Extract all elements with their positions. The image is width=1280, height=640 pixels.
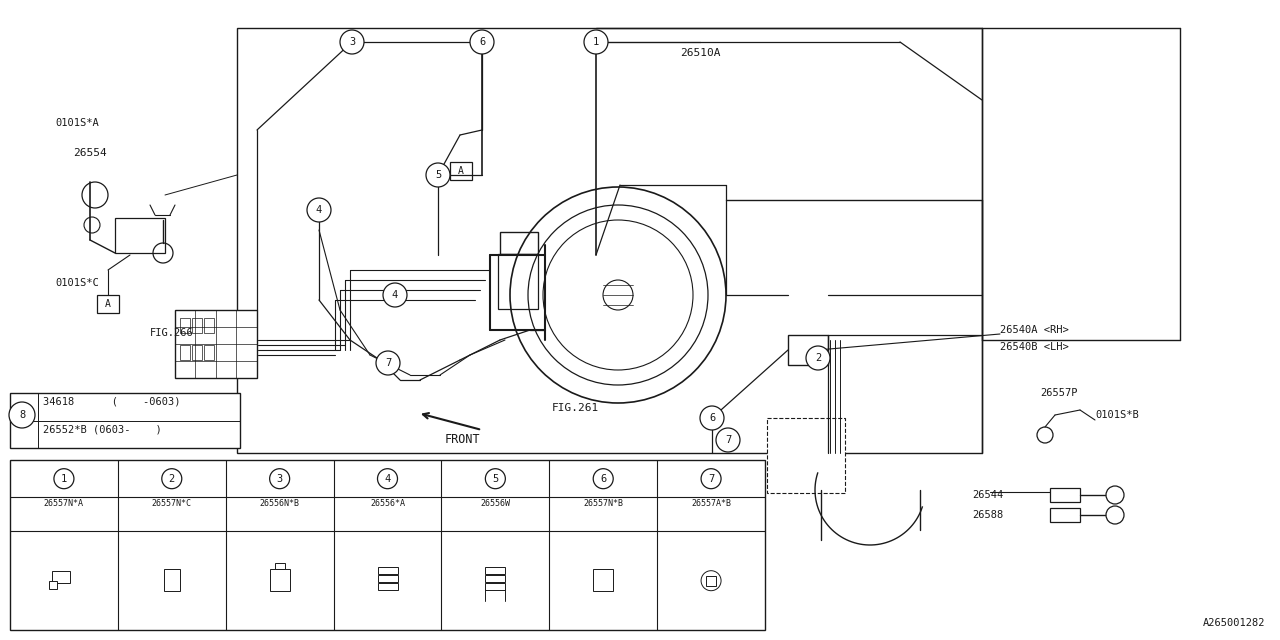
Bar: [204, 345, 214, 360]
Bar: [485, 566, 506, 573]
Text: 5: 5: [435, 170, 442, 180]
Text: A: A: [458, 166, 463, 176]
Circle shape: [584, 30, 608, 54]
Bar: [275, 563, 284, 569]
Text: 6: 6: [600, 474, 607, 484]
Text: 0101S*C: 0101S*C: [55, 278, 99, 288]
Text: 26557N*C: 26557N*C: [152, 499, 192, 508]
Text: 26554: 26554: [73, 148, 106, 158]
Text: 26588: 26588: [972, 510, 1004, 520]
Circle shape: [54, 468, 74, 489]
Text: 7: 7: [724, 435, 731, 445]
Circle shape: [426, 163, 451, 187]
Circle shape: [376, 351, 399, 375]
Text: 6: 6: [709, 413, 716, 423]
Text: 1: 1: [593, 37, 599, 47]
Bar: [204, 318, 214, 333]
Text: FIG.261: FIG.261: [552, 403, 599, 413]
Text: 26540B <LH>: 26540B <LH>: [1000, 342, 1069, 352]
Text: 26540A <RH>: 26540A <RH>: [1000, 325, 1069, 335]
Text: 3: 3: [276, 474, 283, 484]
Text: 26557N*A: 26557N*A: [44, 499, 84, 508]
Circle shape: [383, 283, 407, 307]
Text: FIG.266: FIG.266: [150, 328, 193, 338]
Text: A265001282: A265001282: [1202, 618, 1265, 628]
Text: 26556N*B: 26556N*B: [260, 499, 300, 508]
Bar: [485, 582, 506, 589]
Bar: [192, 345, 202, 360]
Bar: [498, 254, 538, 309]
Bar: [10, 393, 241, 448]
Bar: [180, 345, 189, 360]
Text: 4: 4: [316, 205, 323, 215]
Text: 26557N*B: 26557N*B: [584, 499, 623, 508]
Bar: [270, 569, 289, 591]
Bar: [767, 418, 845, 493]
Text: 2: 2: [169, 474, 175, 484]
Circle shape: [700, 406, 724, 430]
Bar: [164, 569, 179, 591]
Circle shape: [340, 30, 364, 54]
Text: A: A: [105, 299, 111, 309]
Text: 7: 7: [385, 358, 392, 368]
Text: 1: 1: [61, 474, 67, 484]
Bar: [378, 566, 398, 573]
Bar: [97, 295, 119, 313]
Bar: [451, 162, 472, 180]
Text: 26556*A: 26556*A: [370, 499, 404, 508]
Text: 26544: 26544: [972, 490, 1004, 500]
Text: FRONT: FRONT: [444, 433, 480, 446]
Text: 26510A: 26510A: [680, 48, 721, 58]
Text: 34618      (    -0603): 34618 ( -0603): [44, 397, 180, 407]
Bar: [378, 575, 398, 582]
Bar: [1050, 508, 1080, 522]
Bar: [115, 218, 165, 253]
Text: 2: 2: [815, 353, 822, 363]
Circle shape: [716, 428, 740, 452]
Bar: [500, 232, 538, 254]
Circle shape: [270, 468, 289, 489]
Circle shape: [593, 468, 613, 489]
Text: 4: 4: [392, 290, 398, 300]
Bar: [1050, 488, 1080, 502]
Bar: [10, 460, 765, 630]
Circle shape: [470, 30, 494, 54]
Text: 8: 8: [19, 410, 26, 420]
Bar: [237, 28, 982, 453]
Bar: [52, 571, 70, 582]
Bar: [180, 318, 189, 333]
Text: 7: 7: [708, 474, 714, 484]
Bar: [175, 310, 257, 378]
Circle shape: [9, 402, 35, 428]
Circle shape: [806, 346, 829, 370]
Circle shape: [485, 468, 506, 489]
Bar: [192, 318, 202, 333]
Bar: [485, 575, 506, 582]
Text: 5: 5: [493, 474, 498, 484]
Text: 26557A*B: 26557A*B: [691, 499, 731, 508]
Text: 26557P: 26557P: [1039, 388, 1078, 398]
Text: 0101S*A: 0101S*A: [55, 118, 99, 128]
Circle shape: [701, 468, 721, 489]
Bar: [788, 335, 828, 365]
Bar: [378, 582, 398, 589]
Circle shape: [378, 468, 398, 489]
Text: 0101S*B: 0101S*B: [1094, 410, 1139, 420]
Text: 3: 3: [349, 37, 355, 47]
Text: 6: 6: [479, 37, 485, 47]
Bar: [49, 580, 56, 589]
Circle shape: [307, 198, 332, 222]
Bar: [593, 569, 613, 591]
Text: 26552*B (0603-    ): 26552*B (0603- ): [44, 424, 161, 435]
Text: 4: 4: [384, 474, 390, 484]
Circle shape: [161, 468, 182, 489]
Text: 26556W: 26556W: [480, 499, 511, 508]
Bar: [707, 576, 716, 586]
